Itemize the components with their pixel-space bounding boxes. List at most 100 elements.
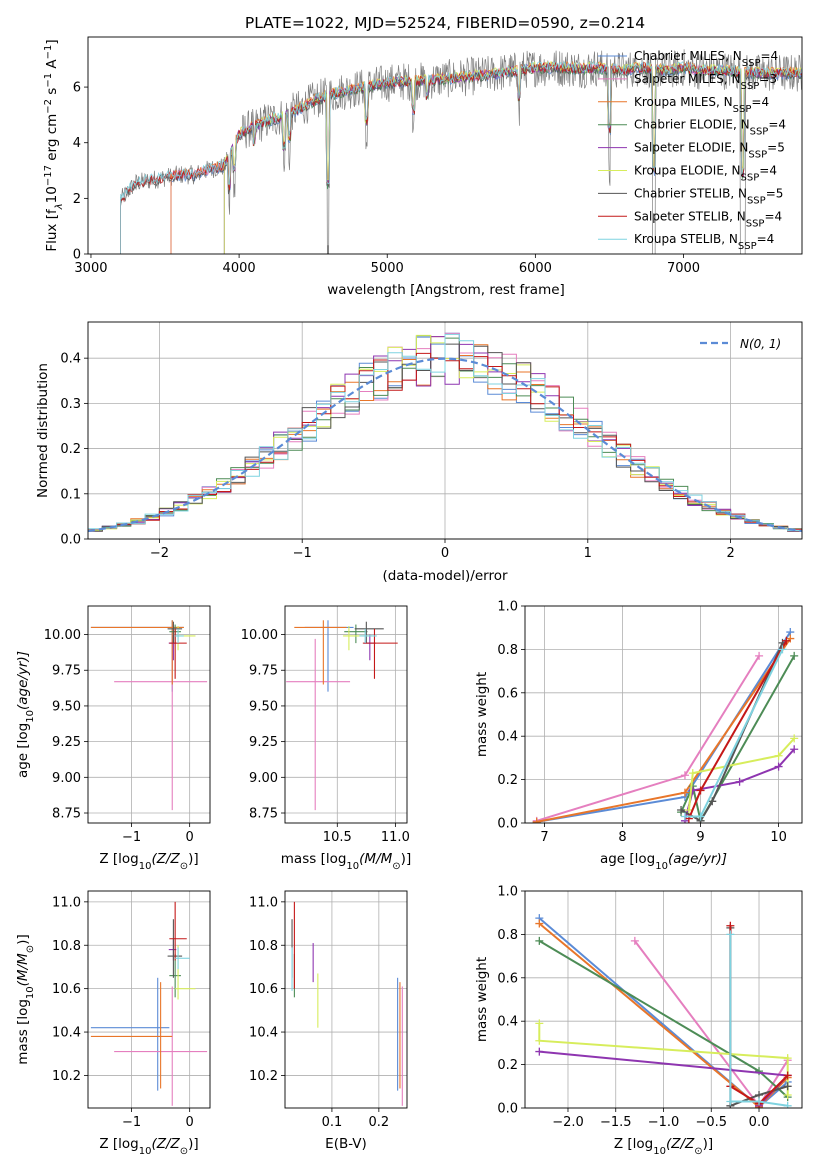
y-tick-label: 0.4: [497, 1015, 518, 1030]
weight-marker: [783, 1101, 792, 1108]
histogram-kroupa-stelib: [88, 333, 802, 531]
weight-marker: [677, 805, 686, 814]
x-tick-label: −2.0: [552, 1115, 584, 1130]
weight-marker: [790, 651, 799, 660]
age-vs-Z-panel: −1 0 8.75 9.00 9.25 9.50 9.75 10.00 Z [log10(Z/Z…: [15, 605, 211, 872]
mass-vs-ebv-panel: 0.1 0.2 10.2 10.4 10.6 10.8 11.0 E(B-V): [249, 890, 408, 1152]
y-tick-label: 0.0: [60, 533, 81, 548]
legend-entry: Chabrier STELIB, NSSP=5: [634, 186, 783, 206]
y-tick-label: 10.2: [249, 1069, 278, 1084]
residuals-panel: −2 −1 0 1 2 0.0 0.1 0.2 0.3 0.4 N(0, 1) (data-model…: [35, 321, 803, 584]
weight-marker: [783, 1082, 792, 1091]
y-tick-label: 9.00: [52, 771, 81, 786]
weight-marker: [726, 930, 735, 939]
figure-title: PLATE=1022, MJD=52524, FIBERID=0590, z=0…: [245, 14, 645, 32]
weight-marker: [535, 1019, 544, 1028]
weight-line-salpeter-miles: [536, 655, 760, 822]
y-tick-label: 8.75: [52, 807, 81, 822]
x-tick-label: 2: [726, 546, 734, 561]
y-tick-label: 10.4: [249, 1026, 278, 1041]
y-tick-label: 9.50: [52, 699, 81, 714]
x-tick-label: −1: [293, 546, 312, 561]
y-axis-label: Normed distribution: [35, 363, 51, 498]
weight-marker: [755, 651, 764, 660]
x-axis-label: Z [log10(Z/Z⊙)]: [99, 1136, 198, 1157]
x-tick-label: 8: [618, 830, 626, 845]
weight-marker: [696, 786, 705, 795]
y-tick-label: 9.75: [52, 664, 81, 679]
y-tick-label: 10.2: [52, 1069, 81, 1084]
weight-marker: [532, 817, 541, 823]
x-tick-label: 5000: [371, 261, 404, 276]
y-tick-label: 0.4: [497, 730, 518, 745]
model-spectrum-salpeter-stelib: [120, 61, 802, 254]
y-tick-label: 0.0: [497, 817, 518, 832]
y-tick-label: 9.25: [249, 735, 278, 750]
axes-frame: [524, 890, 803, 1109]
y-tick-label: 0.0: [497, 1102, 518, 1117]
weight-marker: [790, 745, 799, 754]
x-axis-label: age [log10(age/yr)]: [600, 851, 727, 872]
y-tick-label: 2: [73, 192, 81, 207]
weight-marker: [680, 788, 689, 797]
y-tick-label: 1.0: [497, 600, 518, 615]
weight-line-kroupa-elodie: [687, 737, 795, 811]
y-tick-label: 9.75: [249, 664, 278, 679]
mass-vs-Z-panel: −1 0 10.2 10.4 10.6 10.8 11.0 Z [log10(Z/Z⊙)] ma…: [15, 890, 211, 1157]
axes-frame: [87, 890, 211, 1109]
model-spectrum-kroupa-miles: [170, 60, 802, 254]
legend-entry: Kroupa MILES, NSSP=4: [634, 95, 769, 115]
y-tick-label: 6: [73, 81, 81, 96]
axes-frame: [87, 605, 211, 824]
axes-frame: [284, 605, 408, 824]
x-axis-label: E(B-V): [325, 1136, 367, 1152]
y-tick-label: 9.00: [249, 771, 278, 786]
spectrum-legend: Chabrier MILES, NSSP=4 Salpeter MILES, NS…: [598, 49, 786, 252]
axes-frame: [524, 605, 803, 824]
y-axis-label: mass weight: [474, 672, 490, 757]
weight-marker: [708, 797, 717, 806]
spectrum-panel: 3000 4000 5000 6000 7000 0 2 4 6 Chabrier MILES, …: [43, 36, 803, 298]
y-tick-label: 9.50: [249, 699, 278, 714]
y-tick-label: 0.8: [497, 928, 518, 943]
y-tick-label: 0.6: [497, 686, 518, 701]
x-tick-label: 0: [186, 830, 194, 845]
model-spectrum-chabrier-elodie: [223, 63, 802, 254]
legend-entry: Salpeter ELODIE, NSSP=5: [634, 141, 785, 161]
weight-marker: [735, 777, 744, 786]
axes-frame: [87, 36, 803, 255]
weight-marker: [790, 734, 799, 743]
y-tick-label: 11.0: [249, 895, 278, 910]
weight-line-chabrier-miles: [536, 631, 792, 823]
y-tick-label: 10.8: [249, 939, 278, 954]
x-tick-label: 0: [186, 1115, 194, 1130]
model-spectrum-kroupa-stelib: [120, 60, 802, 254]
weight-line-kroupa-stelib: [729, 934, 788, 1107]
weight-marker: [535, 1047, 544, 1056]
legend-entry: Kroupa STELIB, NSSP=4: [634, 232, 774, 252]
weight-marker: [755, 1097, 764, 1106]
y-tick-label: 10.8: [52, 939, 81, 954]
x-tick-label: 0: [441, 546, 449, 561]
weight-marker: [680, 812, 689, 821]
weight-marker: [726, 921, 735, 930]
age-vs-mass-panel: 10.5 11.0 8.75 9.00 9.25 9.50 9.75 10.00 mass [l…: [241, 605, 411, 872]
weight-marker: [755, 1067, 764, 1076]
y-axis-label: age [log10(age/yr)]: [15, 651, 36, 778]
legend-entry: Salpeter MILES, NSSP=3: [634, 72, 777, 92]
weight-line-salpeter-stelib: [687, 640, 788, 820]
weight-vs-Z-panel: −2.0 −1.5 −1.0 −0.5 0.0 0.0 0.2 0.4 0.6 0.8 1.0 Z […: [474, 885, 803, 1157]
x-tick-label: −1: [122, 830, 141, 845]
x-axis-label: wavelength [Angstrom, rest frame]: [327, 282, 565, 298]
weight-marker: [688, 769, 697, 778]
x-tick-label: −2: [150, 546, 169, 561]
y-tick-label: 0.2: [60, 442, 81, 457]
x-tick-label: −1: [122, 1115, 141, 1130]
legend-entry: N(0, 1): [740, 337, 781, 351]
weight-marker: [696, 812, 705, 821]
y-tick-label: 1.0: [497, 885, 518, 900]
y-tick-label: 0.2: [497, 1058, 518, 1073]
legend-entry: Salpeter STELIB, NSSP=4: [634, 209, 782, 229]
y-tick-label: 10.6: [52, 982, 81, 997]
